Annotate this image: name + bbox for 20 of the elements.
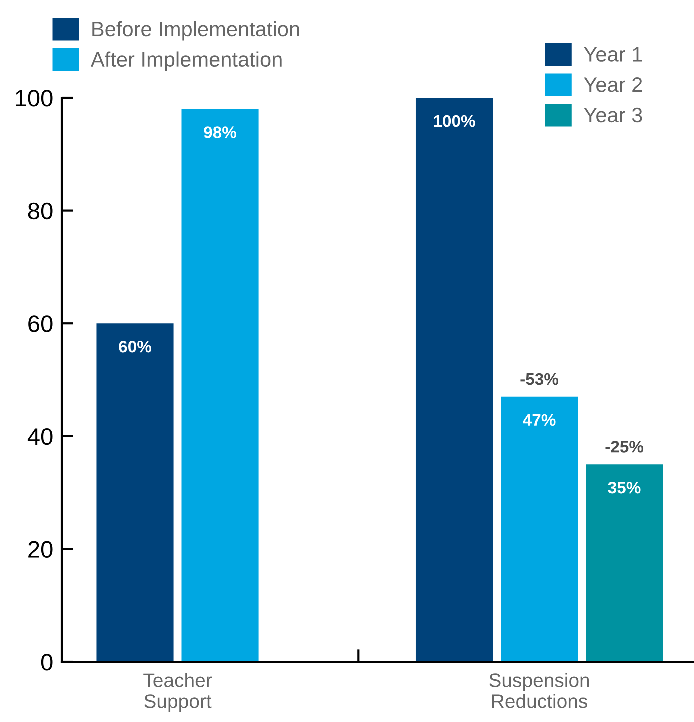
y-tick-label: 0 — [41, 654, 53, 671]
legend-label: After Implementation — [90, 52, 282, 72]
legend-label: Before Implementation — [92, 21, 300, 41]
annotation: -53% — [520, 373, 559, 386]
x-tick-label: Teacher Support — [144, 673, 212, 712]
x-tick-label: Suspension Reductions — [490, 673, 590, 708]
data-label: 47% — [523, 414, 556, 426]
annotation: -25% — [606, 441, 644, 453]
data-label: 60% — [119, 340, 152, 353]
legend-label: Year 1 — [584, 47, 642, 62]
y-tick-label: 60 — [28, 316, 53, 332]
y-tick-label: 40 — [28, 428, 53, 446]
legend-label: Year 3 — [584, 108, 642, 123]
data-label: 100% — [434, 115, 476, 128]
data-label: 35% — [608, 482, 641, 494]
y-tick-label: 80 — [28, 202, 53, 220]
y-tick-label: 100 — [16, 90, 53, 107]
legend-label: Year 2 — [584, 78, 642, 92]
data-label: 98% — [204, 126, 237, 138]
y-tick-label: 20 — [28, 541, 53, 558]
